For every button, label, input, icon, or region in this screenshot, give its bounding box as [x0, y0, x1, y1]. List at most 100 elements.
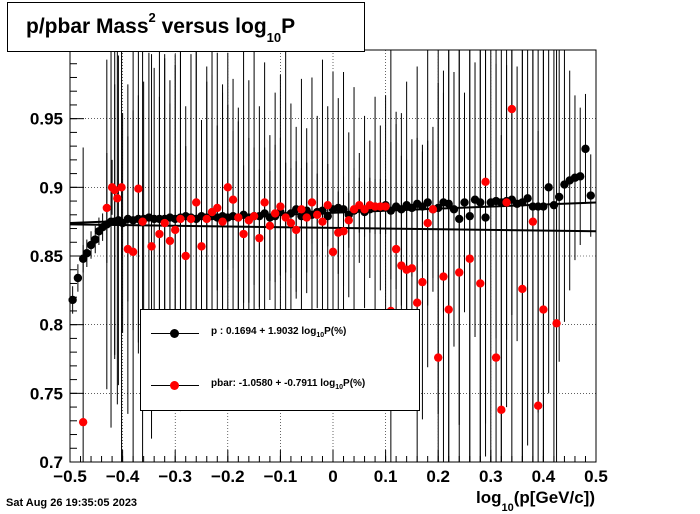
data-point-pbar	[176, 214, 185, 224]
data-point-pbar	[78, 417, 88, 427]
data-point-pbar	[255, 233, 264, 243]
legend-marker-pbar	[170, 381, 179, 390]
x-tick-label: 0.5	[584, 467, 608, 486]
data-point-p	[73, 273, 83, 283]
y-tick-label: 0.95	[30, 110, 63, 129]
data-point-pbar	[155, 229, 164, 239]
data-point-pbar	[502, 198, 511, 207]
data-point-pbar	[412, 298, 422, 307]
data-point-pbar	[270, 209, 280, 218]
y-tick-label: 0.75	[30, 384, 63, 403]
data-point-pbar	[165, 236, 175, 246]
data-point-pbar	[228, 195, 238, 204]
chart-title: p/pbar Mass2 versus log10P	[26, 10, 296, 46]
legend-marker-p	[170, 329, 179, 338]
data-point-pbar	[281, 213, 290, 222]
data-point-p	[323, 211, 332, 221]
fit-line-pbar	[69, 223, 597, 233]
x-tick-label: 0.1	[374, 467, 398, 486]
data-point-pbar	[265, 221, 275, 230]
axis-ticks	[69, 49, 597, 463]
data-point-p	[476, 198, 485, 207]
data-point-p	[455, 214, 464, 224]
tick-labels: −0.5 −0.4 −0.3 −0.2 −0.1 0 0.1 0.2 0.3 0.4 0.5 0.7 0…	[30, 110, 608, 486]
data-point-pbar	[439, 272, 448, 281]
data-point-pbar	[171, 225, 180, 235]
data-point-p	[460, 198, 469, 207]
x-tick-label: −0.5	[53, 467, 87, 486]
data-point-pbar	[297, 205, 306, 214]
x-tick-label: −0.1	[264, 467, 298, 486]
data-point-pbar	[276, 202, 285, 211]
data-point-p	[68, 295, 77, 305]
data-point-pbar	[476, 279, 485, 288]
legend-label-p: p : 0.1694 + 1.9032 log10P(%)	[211, 326, 347, 339]
data-point-pbar	[313, 210, 322, 219]
data-point-p	[581, 144, 590, 154]
x-tick-label: 0.3	[479, 467, 503, 486]
legend-entry-pbar: pbar: -1.0580 + -0.7911 log10P(%)	[141, 366, 419, 406]
data-point-p	[544, 183, 553, 192]
data-point-pbar	[134, 184, 143, 193]
y-tick-label: 0.85	[30, 247, 63, 266]
data-point-pbar	[552, 319, 561, 328]
y-tick-label: 0.9	[39, 178, 63, 197]
data-point-p	[465, 211, 474, 221]
legend: p : 0.1694 + 1.9032 log10P(%) pbar: -1.0…	[140, 309, 420, 411]
data-point-pbar	[223, 183, 232, 192]
data-point-pbar	[213, 203, 222, 213]
data-point-pbar	[518, 284, 527, 294]
data-point-pbar	[117, 183, 126, 192]
data-point-pbar	[260, 198, 269, 207]
data-point-pbar	[218, 217, 227, 226]
data-point-pbar	[344, 216, 353, 225]
data-point-pbar	[181, 251, 190, 261]
data-point-pbar	[110, 185, 119, 195]
data-point-pbar	[197, 242, 206, 251]
data-points	[68, 104, 595, 427]
data-point-pbar	[497, 405, 506, 415]
chart-title-box: p/pbar Mass2 versus log10P	[7, 2, 365, 52]
data-point-p	[576, 172, 585, 181]
x-tick-label: −0.2	[211, 467, 245, 486]
data-point-pbar	[234, 213, 243, 222]
legend-entry-p: p : 0.1694 + 1.9032 log10P(%)	[141, 314, 419, 354]
data-point-p	[481, 213, 490, 222]
data-point-pbar	[455, 268, 464, 277]
x-tick-label: −0.4	[106, 467, 140, 486]
legend-label-pbar: pbar: -1.0580 + -0.7911 log10P(%)	[211, 378, 366, 391]
data-point-pbar	[423, 218, 432, 228]
data-point-pbar	[528, 217, 538, 226]
data-point-pbar	[186, 214, 196, 224]
data-point-pbar	[160, 218, 169, 228]
data-point-pbar	[491, 353, 501, 362]
data-point-pbar	[102, 203, 112, 213]
data-point-p	[554, 192, 564, 202]
data-point-pbar	[318, 217, 327, 226]
x-tick-label: −0.3	[158, 467, 192, 486]
data-point-pbar	[428, 205, 438, 214]
data-point-pbar	[291, 225, 301, 235]
data-point-pbar	[339, 227, 348, 236]
x-tick-label: 0	[328, 467, 337, 486]
data-point-pbar	[323, 200, 332, 210]
data-point-pbar	[202, 214, 211, 224]
x-tick-label: 0.2	[426, 467, 450, 486]
data-point-p	[339, 205, 348, 214]
data-point-p	[549, 200, 559, 210]
data-point-p	[523, 194, 532, 203]
data-point-pbar	[444, 305, 453, 314]
data-point-pbar	[391, 244, 401, 254]
data-point-p	[82, 249, 92, 258]
data-point-pbar	[328, 247, 338, 257]
data-point-pbar	[249, 211, 259, 221]
data-point-pbar	[507, 104, 517, 114]
data-point-pbar	[128, 247, 138, 257]
data-point-p	[539, 202, 548, 211]
data-point-pbar	[381, 202, 390, 211]
data-point-pbar	[307, 198, 317, 207]
data-point-pbar	[465, 254, 474, 263]
data-point-pbar	[147, 242, 156, 251]
data-point-p	[586, 191, 595, 200]
